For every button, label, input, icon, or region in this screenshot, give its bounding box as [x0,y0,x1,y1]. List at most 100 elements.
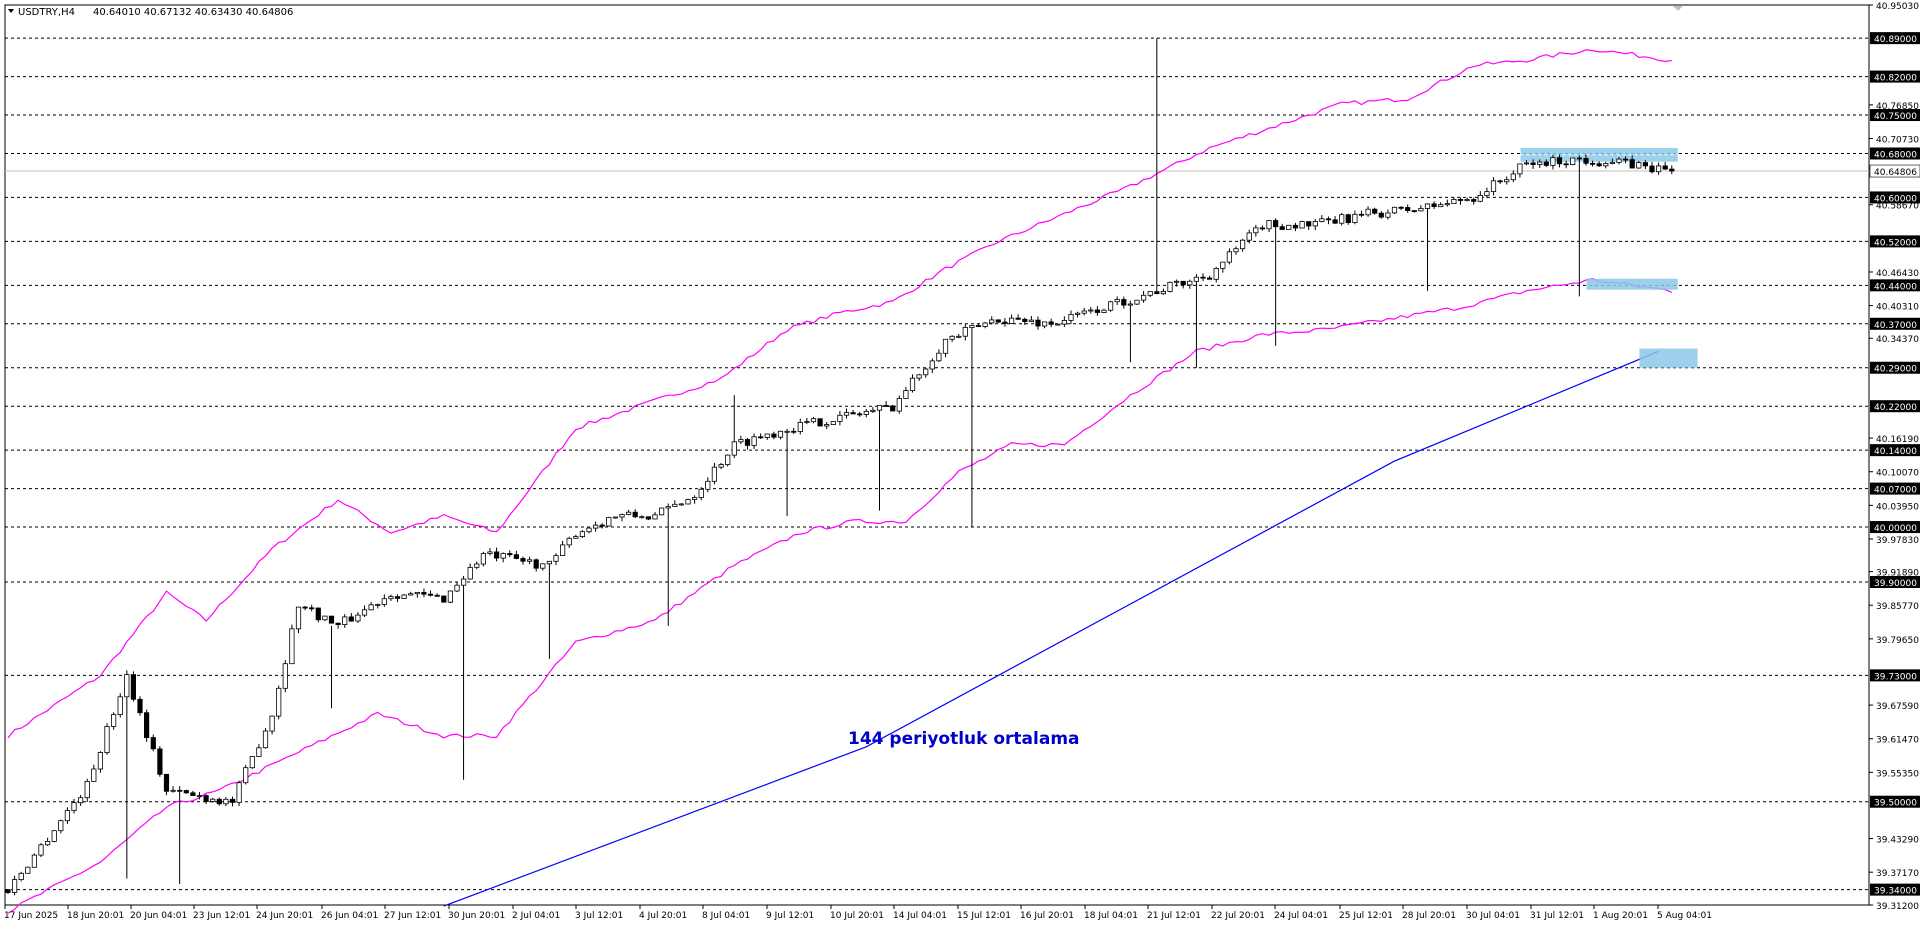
candle-body [540,563,546,569]
price-tick-label: 40.95030 [1876,2,1919,12]
envelope-bands [7,49,1673,914]
candle [368,601,374,611]
candle-body [289,628,295,665]
candle-body [942,338,949,354]
candle-body [1642,162,1648,167]
candle-body [1055,323,1061,326]
candle [863,408,869,418]
candle [1200,273,1206,282]
lower-band-line [7,277,1673,914]
time-tick-label: 23 Jun 12:01 [193,911,250,921]
candle-body [698,488,704,498]
candle [388,594,394,601]
candle-body [771,433,777,438]
candle-body [546,560,553,565]
candle [262,728,269,749]
candle-body [1418,207,1424,212]
candle-body [124,674,130,698]
time-tick-label: 18 Jul 04:01 [1084,911,1138,921]
candle [1523,160,1530,166]
candle [295,606,302,634]
candle [546,560,553,659]
time-tick-label: 25 Jul 12:01 [1339,911,1393,921]
symbol-label: USDTRY,H4 [18,7,75,18]
candle [520,556,526,565]
level-price-label: 40.22000 [1874,403,1917,413]
candle-body [1490,180,1497,193]
candle-body [1299,221,1305,229]
candle-body [11,879,18,893]
candle-body [1372,208,1378,214]
candle-body [262,730,269,749]
candle-body [163,773,170,792]
candle-body [1609,161,1615,164]
candle [249,756,255,769]
price-tick-label: 40.16190 [1876,435,1919,445]
candle-body [533,559,539,569]
candle [929,358,935,374]
candle-body [1517,163,1523,175]
time-tick-label: 31 Jul 12:01 [1530,911,1584,921]
shift-marker-icon[interactable] [1673,6,1683,11]
candle-body [18,872,24,880]
candle-body [876,404,883,411]
candle [1061,316,1067,327]
candle [678,503,685,506]
candle [1537,159,1543,169]
candle-body [626,511,632,515]
candle-body [1022,318,1028,322]
level-price-box [1870,482,1920,495]
candle-body [1068,313,1074,321]
candle-body [995,319,1001,323]
candle-body [1649,165,1655,173]
candle-body [1160,290,1166,295]
candle-body [361,609,368,616]
candle-body [401,594,407,599]
candle [949,335,955,342]
collapse-arrow-icon[interactable] [8,9,14,13]
candle [1398,206,1404,211]
candle-body [348,616,354,622]
candle [1616,157,1622,165]
candle-body [25,866,31,874]
time-tick-label: 5 Aug 04:01 [1657,911,1712,921]
candle [256,744,262,757]
candle [1226,248,1232,265]
candle [764,433,770,440]
candle [612,516,619,519]
candle-body [883,404,889,407]
candle [890,404,896,412]
candle [130,671,136,702]
candle-body [1141,294,1147,301]
candle-body [408,593,414,596]
candle [5,889,11,894]
level-price-label: 40.37000 [1874,321,1917,331]
candle-body [130,674,136,700]
candle-body [1352,213,1358,224]
candle-body [507,553,513,556]
candle [1160,288,1166,295]
candle-body [1484,191,1490,196]
candle [1636,160,1642,169]
candle [480,551,487,567]
candle [447,590,454,604]
candle [1213,266,1219,283]
candle [1266,219,1272,233]
candle-body [335,622,341,626]
candle-body [1279,226,1285,230]
candle-body [817,418,823,427]
candle-body [1009,317,1015,324]
candle-body [322,615,328,621]
candle [1431,201,1437,209]
level-price-box [1870,883,1920,896]
candle-body [791,430,797,433]
candle [38,843,44,858]
candle-body [1345,214,1351,223]
candle [1075,311,1081,318]
candle [969,325,975,528]
time-tick-label: 1 Aug 20:01 [1593,911,1648,921]
level-price-label: 40.29000 [1874,365,1917,375]
